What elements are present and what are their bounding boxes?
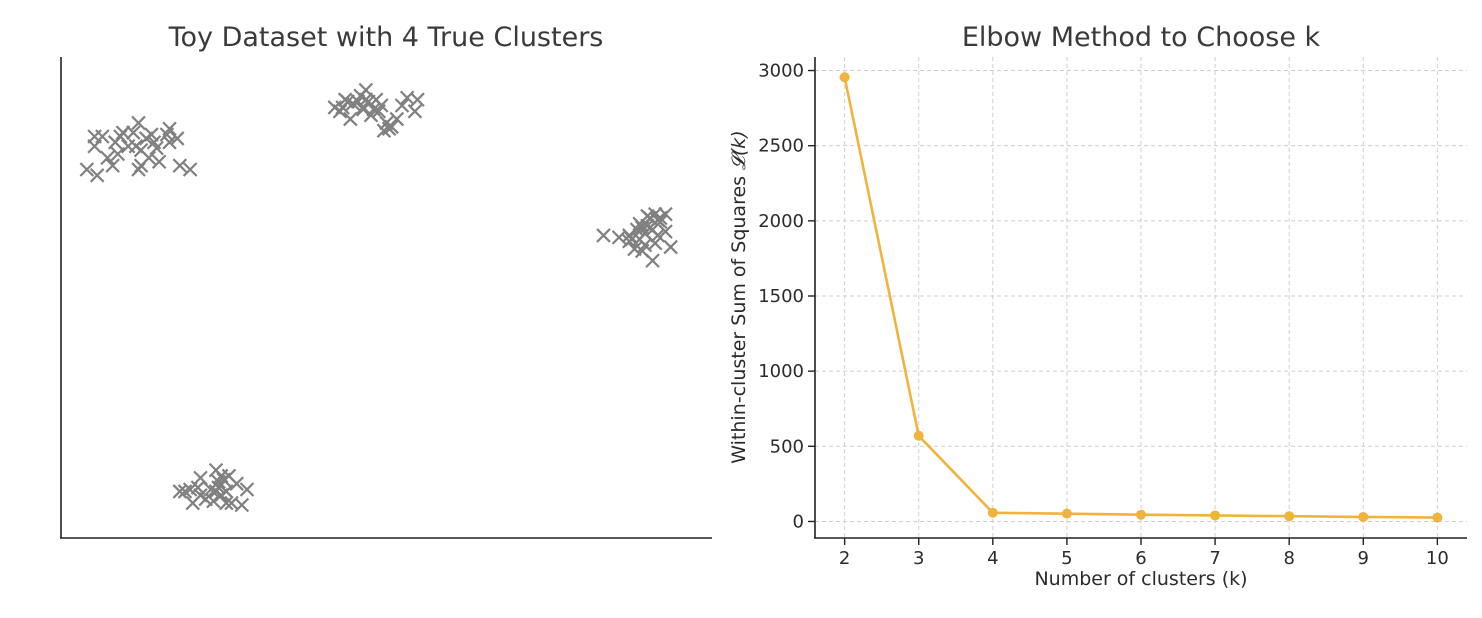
elbow-point [1358,511,1369,522]
scatter-point [219,495,234,511]
scatter-point [394,98,410,113]
scatter-point [177,484,193,499]
scatter-point [110,146,126,162]
elbow-grid [815,57,1467,538]
scatter-point [658,224,673,239]
scatter-point [663,239,678,255]
scatter-point [410,92,425,107]
elbow-point [1210,510,1221,521]
elbow-panel: Elbow Method to Choose k 2 3 4 5 6 7 8 9 10 0 500 1… [728,22,1467,590]
elbow-ticks: 2 3 4 5 6 7 8 9 10 0 500 1000 1500 2000 2500 3000 [758,61,1449,569]
scatter-point [622,233,637,249]
x-tick-label: 8 [1283,548,1294,569]
elbow-point [1432,512,1443,523]
elbow-point [913,430,924,441]
y-tick-label: 0 [793,511,804,532]
elbow-series [839,72,1443,523]
elbow-point [987,507,998,518]
scatter-point [376,123,392,138]
scatter-point [100,150,115,166]
scatter-title: Toy Dataset with 4 True Clusters [168,22,604,53]
scatter-point [211,480,226,495]
y-tick-label: 500 [770,436,804,457]
scatter-point [107,135,123,150]
scatter-point [596,228,611,243]
scatter-point [105,158,120,173]
scatter-point [182,162,198,177]
scatter-point [120,138,136,154]
x-tick-label: 9 [1358,548,1369,569]
x-tick-label: 6 [1135,548,1146,569]
scatter-point [239,482,255,497]
scatter-point [162,135,177,150]
scatter-point [151,154,167,170]
scatter-point [645,222,660,237]
scatter-point [650,212,666,228]
y-tick-label: 2500 [758,136,804,157]
scatter-point [133,158,149,173]
scatter-point [234,497,250,513]
scatter-point [87,129,102,144]
y-tick-label: 2000 [758,211,804,232]
scatter-point [169,131,185,146]
scatter-point [133,142,149,158]
scatter-point [645,253,660,268]
elbow-point [1284,511,1295,522]
x-tick-label: 7 [1209,548,1220,569]
x-tick-label: 2 [839,548,850,569]
scatter-point [193,470,208,486]
scatter-point [89,168,105,183]
elbow-y-axis-label: Within-cluster Sum of Squares 𝓛(k) [728,130,750,463]
elbow-point [839,72,850,83]
scatter-point [343,111,358,127]
scatter-point [206,493,221,509]
scatter-point [172,158,188,173]
scatter-point [131,115,146,131]
elbow-title: Elbow Method to Choose k [962,22,1321,53]
x-tick-label: 3 [913,548,924,569]
scatter-point [371,104,387,119]
elbow-y-axis-label-text: Within-cluster Sum of Squares [728,176,750,464]
scatter-point [229,476,244,491]
scatter-point [407,104,423,119]
scatter-point [355,100,371,115]
y-tick-label: 3000 [758,61,804,82]
scatter-point [219,484,234,499]
scatter-point [384,119,399,135]
elbow-y-axis-label-math: 𝓛(k) [728,130,750,170]
x-tick-label: 5 [1061,548,1072,569]
scatter-point [213,468,229,484]
scatter-point [358,92,374,107]
scatter-points [79,82,678,513]
elbow-point [1061,508,1072,519]
scatter-point [389,111,405,127]
scatter-point [79,162,95,177]
x-tick-label: 10 [1426,548,1449,569]
scatter-point [335,100,350,115]
scatter-point [640,208,655,224]
scatter-point [658,206,673,222]
scatter-point [162,121,177,137]
y-tick-label: 1500 [758,286,804,307]
elbow-point [1136,509,1146,520]
scatter-panel: Toy Dataset with 4 True Clusters [60,22,712,539]
x-tick-label: 4 [987,548,998,569]
scatter-point [126,125,141,140]
y-tick-label: 1000 [758,361,804,382]
elbow-x-axis-label: Number of clusters (k) [1034,568,1247,590]
scatter-point [146,135,162,150]
scatter-point [647,235,663,251]
scatter-point [629,222,645,237]
